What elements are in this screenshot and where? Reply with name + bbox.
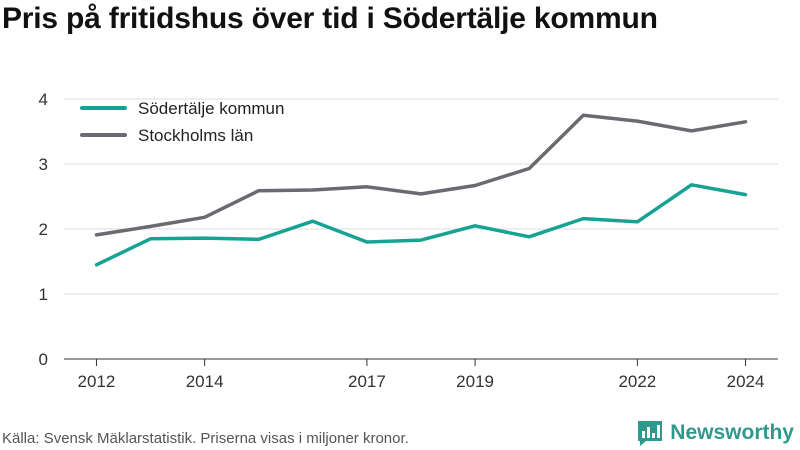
y-tick-label: 3 [39,155,48,174]
axes: 0 1 2 3 4 2012 2014 2017 2019 2022 2024 [39,90,778,391]
x-tick-label: 2017 [348,372,386,391]
series-line [94,183,748,267]
chart-title: Pris på fritidshus över tid i Södertälje… [2,2,658,35]
x-tick-label: 2024 [727,372,765,391]
brand-name: Newsworthy [670,421,794,444]
source-note: Källa: Svensk Mäklarstatistik. Priserna … [2,430,409,447]
newsworthy-logo-icon [638,421,663,446]
x-tick-label: 2019 [456,372,494,391]
x-tick-label: 2012 [78,372,116,391]
legend: Södertälje kommun Stockholms län [80,99,284,145]
series-lines [94,113,748,267]
y-tick-label: 2 [39,220,48,239]
brand-logo[interactable]: Newsworthy [636,419,794,447]
gridlines [64,98,778,295]
y-tick-label: 4 [39,90,48,109]
legend-label: Södertälje kommun [138,99,284,118]
legend-label: Stockholms län [138,126,253,145]
x-tick-label: 2014 [186,372,224,391]
x-tick-label: 2022 [618,372,656,391]
y-tick-label: 1 [39,285,48,304]
y-tick-label: 0 [39,350,48,369]
